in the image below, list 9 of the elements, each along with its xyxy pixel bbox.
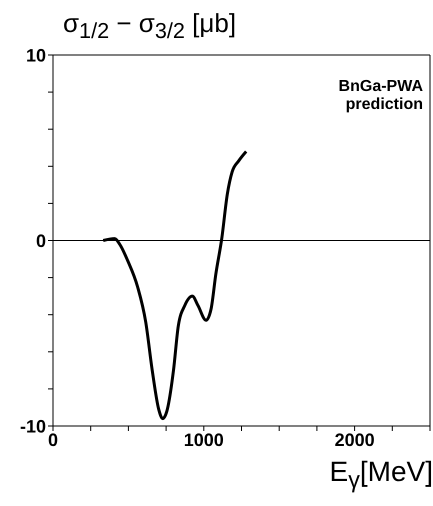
annotation: BnGa-PWA prediction [338, 78, 423, 114]
x-tick-label: 2000 [334, 430, 375, 450]
x-tick-label: 0 [48, 430, 58, 450]
x-tick-label: 1000 [184, 430, 224, 450]
y-tick-label: 10 [26, 45, 46, 66]
y-tick-label: -10 [20, 416, 46, 436]
y-tick-label: 0 [36, 230, 46, 251]
x-axis-title: E$_{γ}$[MeV] [330, 456, 433, 494]
chart-title: σ$_{1/2}$ − σ$_{3/2}$ [μb] [63, 8, 236, 44]
